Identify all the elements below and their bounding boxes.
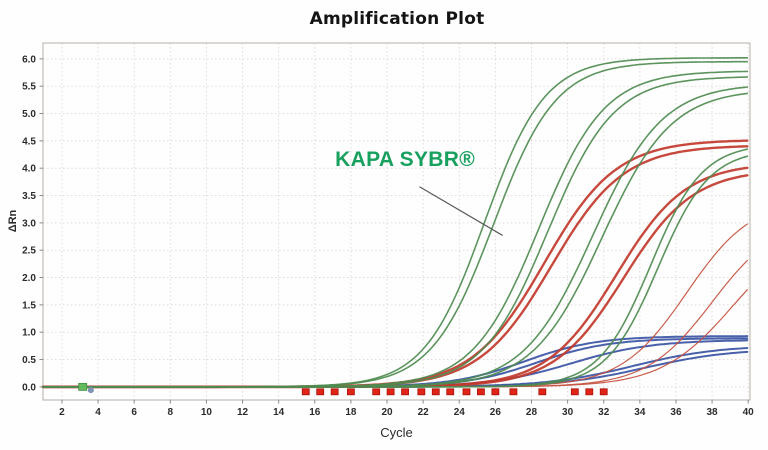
baseline-green-marker: [78, 382, 88, 391]
threshold-marker: [462, 388, 471, 396]
x-tick-label: 18: [345, 407, 357, 418]
threshold-marker: [316, 388, 325, 396]
x-tick-label: 10: [201, 407, 213, 418]
kapa-sybr-annotation: KAPA SYBR®: [335, 147, 475, 171]
threshold-marker: [570, 388, 579, 396]
threshold-marker: [301, 388, 310, 396]
x-tick-label: 12: [237, 407, 249, 418]
baseline-dot-marker: [87, 387, 94, 394]
y-tick-label: 3.0: [22, 218, 36, 229]
threshold-marker: [599, 388, 608, 396]
red-curve-1: [41, 139, 749, 389]
x-tick-label: 24: [454, 407, 466, 418]
green-curve-6: [42, 92, 749, 388]
threshold-marker: [585, 388, 594, 396]
x-tick-label: 6: [131, 407, 137, 418]
y-tick-label: 4.0: [22, 164, 36, 175]
threshold-marker: [330, 388, 339, 396]
y-tick-label: 2.0: [22, 273, 36, 284]
red-curve-4: [41, 174, 749, 389]
x-tick-label: 36: [670, 407, 682, 418]
y-tick-label: 2.5: [22, 246, 36, 257]
y-tick-label: 4.5: [22, 136, 36, 147]
green-curve-8: [42, 155, 749, 388]
threshold-marker: [431, 388, 440, 396]
x-tick-label: 38: [707, 407, 719, 418]
threshold-marker: [347, 388, 355, 396]
y-tick-label: 1.5: [22, 300, 36, 311]
annotation-leader-line: [419, 186, 503, 236]
green-curve-7: [42, 148, 749, 388]
y-tick-label: 5.0: [22, 109, 36, 120]
threshold-marker: [386, 388, 395, 396]
x-tick-label: 14: [273, 407, 285, 418]
green-curve-3: [42, 70, 749, 388]
x-tick-label: 28: [526, 407, 538, 418]
y-tick-label: 6.0: [22, 54, 36, 65]
threshold-marker: [446, 388, 455, 396]
red-curve-2: [41, 145, 749, 389]
plot-border: [42, 42, 751, 401]
x-tick-label: 32: [598, 407, 610, 418]
threshold-marker: [417, 388, 426, 396]
x-tick-label: 2: [59, 407, 65, 418]
threshold-marker: [477, 388, 485, 396]
blue-curve-4: [42, 347, 749, 388]
threshold-marker: [401, 388, 409, 396]
x-tick-label: 16: [309, 407, 321, 418]
blue-curve-1: [42, 335, 749, 388]
x-tick-label: 34: [634, 407, 646, 418]
x-tick-label: 30: [562, 407, 574, 418]
x-tick-label: 40: [743, 407, 755, 418]
threshold-marker: [491, 388, 500, 396]
threshold-marker: [372, 388, 381, 396]
y-tick-label: 0.0: [22, 382, 36, 393]
blue-curve-2: [42, 337, 749, 388]
y-tick-label: 1.0: [22, 328, 36, 339]
y-tick-label: 3.5: [22, 191, 36, 202]
x-tick-label: 20: [381, 407, 393, 418]
x-tick-label: 22: [418, 407, 430, 418]
y-tick-label: 0.5: [22, 355, 36, 366]
chart-title: Amplification Plot: [309, 9, 485, 29]
threshold-marker: [509, 388, 518, 396]
x-axis-label: Cycle: [380, 425, 413, 440]
x-tick-label: 4: [95, 407, 101, 418]
threshold-marker: [538, 388, 547, 396]
x-tick-label: 26: [490, 407, 502, 418]
y-tick-label: 5.5: [22, 82, 36, 93]
x-tick-label: 8: [168, 407, 174, 418]
